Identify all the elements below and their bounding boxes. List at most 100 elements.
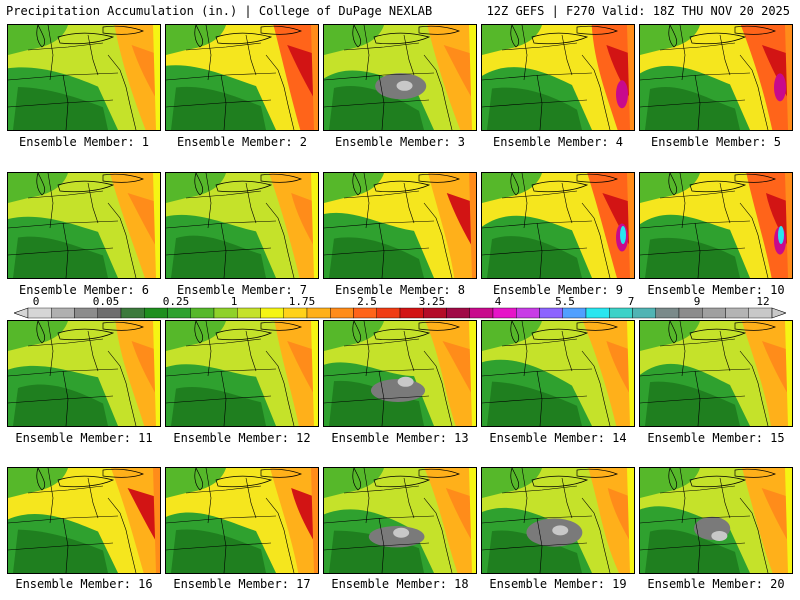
precip-field [166,321,318,426]
colorbar-swatch [678,307,703,319]
colorbar-min-arrow [14,307,29,319]
ensemble-member-map[interactable] [165,24,319,131]
colorbar-swatch [167,307,191,319]
precip-field [166,25,318,130]
ensemble-member-map[interactable] [639,172,793,279]
ensemble-member-label: Ensemble Member: 9 [492,283,624,297]
precip-field [8,173,160,278]
colorbar-swatch [120,307,145,319]
ensemble-member-map[interactable] [165,320,319,427]
colorbar-swatch [27,307,52,319]
ensemble-member-label: Ensemble Member: 14 [489,431,627,445]
colorbar-swatch [353,307,377,319]
ensemble-member-map[interactable] [481,24,635,131]
ensemble-member-map[interactable] [7,172,161,279]
ensemble-member-map[interactable] [7,24,161,131]
ensemble-member-map[interactable] [7,320,161,427]
colorbar-swatch [725,307,749,319]
ensemble-member-label: Ensemble Member: 7 [176,283,308,297]
colorbar-swatch [213,307,238,319]
ensemble-member-map[interactable] [639,24,793,131]
colorbar-swatch [190,307,215,319]
ensemble-member-label: Ensemble Member: 5 [650,135,782,149]
colorbar-tick-label: 5.5 [555,295,575,308]
colorbar-tick-label: 4 [494,295,502,308]
colorbar-tick-label: 1.75 [288,295,316,308]
precip-field [482,25,634,130]
colorbar-swatch [748,307,773,319]
ensemble-member-map[interactable] [323,172,477,279]
colorbar-swatch [237,307,261,319]
colorbar-tick-label: 9 [693,295,701,308]
ensemble-member-map[interactable] [639,320,793,427]
colorbar-tick-label: 12 [756,295,770,308]
colorbar-swatch [74,307,98,319]
ensemble-member-label: Ensemble Member: 3 [334,135,466,149]
precip-field [324,468,476,573]
precip-field [8,321,160,426]
precip-field [324,25,476,130]
precip-field [640,173,792,278]
precip-field [482,468,634,573]
colorbar-swatch [516,307,540,319]
colorbar-tick-label: 2.5 [357,295,377,308]
colorbar-swatch [632,307,656,319]
ensemble-member-label: Ensemble Member: 1 [18,135,150,149]
ensemble-member-label: Ensemble Member: 4 [492,135,624,149]
ensemble-member-label: Ensemble Member: 16 [15,577,153,591]
model-valid-time: 12Z GEFS | F270 Valid: 18Z THU NOV 20 20… [486,4,790,18]
precip-colorbar [14,296,786,320]
colorbar-swatch [376,307,401,319]
ensemble-member-label: Ensemble Member: 10 [647,283,785,297]
ensemble-member-map[interactable] [481,320,635,427]
colorbar-swatch [655,307,680,319]
colorbar-tick-label: 3.25 [418,295,446,308]
ensemble-member-label: Ensemble Member: 20 [647,577,785,591]
ensemble-member-map[interactable] [323,24,477,131]
colorbar-swatch [492,307,517,319]
precip-field [640,321,792,426]
colorbar-swatch [609,307,633,319]
colorbar-swatch [585,307,610,319]
colorbar-swatch [702,307,726,319]
map-title: Precipitation Accumulation (in.) | Colle… [6,4,433,18]
ensemble-member-map[interactable] [481,467,635,574]
ensemble-member-label: Ensemble Member: 17 [173,577,311,591]
precip-field [482,321,634,426]
colorbar-swatch [97,307,122,319]
colorbar-swatch [446,307,470,319]
ensemble-member-map[interactable] [165,467,319,574]
colorbar-tick-label: 0.05 [92,295,120,308]
colorbar-swatch [51,307,75,319]
ensemble-member-map[interactable] [323,320,477,427]
colorbar-swatch [539,307,563,319]
colorbar-tick-label: 0.25 [162,295,190,308]
colorbar-tick-labels: 0 0.05 0.25 1 1.75 2.5 3.25 4 5.5 7 9 12 [0,296,800,308]
colorbar-swatch [283,307,308,319]
colorbar-tick-label: 7 [627,295,635,308]
ensemble-member-label: Ensemble Member: 6 [18,283,150,297]
ensemble-member-map[interactable] [639,467,793,574]
precip-field [324,173,476,278]
ensemble-member-label: Ensemble Member: 13 [331,431,469,445]
ensemble-member-label: Ensemble Member: 18 [331,577,469,591]
colorbar-swatch [144,307,168,319]
colorbar-swatch [330,307,354,319]
precip-field [166,468,318,573]
ensemble-member-map[interactable] [323,467,477,574]
colorbar-max-arrow [771,307,786,319]
precip-field [482,173,634,278]
precip-field [166,173,318,278]
precip-field [8,25,160,130]
ensemble-member-label: Ensemble Member: 12 [173,431,311,445]
ensemble-member-label: Ensemble Member: 8 [334,283,466,297]
ensemble-member-label: Ensemble Member: 15 [647,431,785,445]
colorbar-swatch [423,307,447,319]
precip-field [640,25,792,130]
ensemble-member-map[interactable] [165,172,319,279]
ensemble-member-map[interactable] [7,467,161,574]
ensemble-member-map[interactable] [481,172,635,279]
colorbar-tick-label: 0 [32,295,40,308]
ensemble-member-label: Ensemble Member: 11 [15,431,153,445]
precip-field [8,468,160,573]
